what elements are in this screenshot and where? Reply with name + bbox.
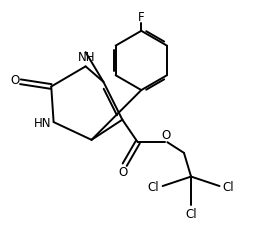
Text: O: O — [161, 129, 171, 142]
Text: NH: NH — [78, 51, 95, 64]
Text: HN: HN — [34, 117, 51, 130]
Text: Cl: Cl — [148, 181, 159, 194]
Text: O: O — [118, 166, 127, 179]
Text: Cl: Cl — [223, 181, 234, 194]
Text: Cl: Cl — [185, 208, 197, 220]
Text: F: F — [138, 11, 145, 24]
Text: O: O — [11, 74, 20, 87]
